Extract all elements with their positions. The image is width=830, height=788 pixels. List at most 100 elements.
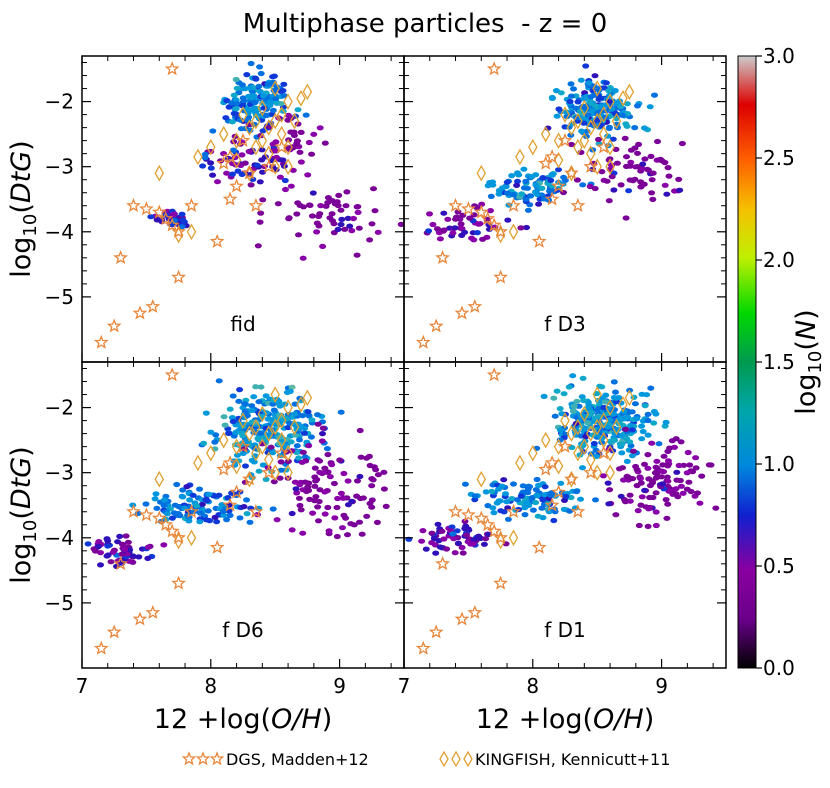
hexbin-cell <box>436 236 444 242</box>
hexbin-cell <box>284 112 292 118</box>
x-axis-label-right: 12 +log(O/H) <box>476 704 654 735</box>
hexbin-cell <box>214 179 221 185</box>
colorbar: 0.0 0.5 1.0 1.5 2.0 2.5 3.0 log10(N) <box>737 44 826 680</box>
hexbin-cell <box>238 82 246 88</box>
legend-item-dgs: DGS, Madden+12 <box>181 750 369 769</box>
hexbin-cell <box>617 182 625 188</box>
kingfish-diamond-marker <box>276 412 287 429</box>
hexbin-cell <box>297 159 305 165</box>
legend-star-markers <box>181 751 225 766</box>
kingfish-diamond-marker <box>624 83 635 101</box>
hexbin-cell <box>508 173 516 179</box>
panel-label: f D3 <box>544 312 586 336</box>
kingfish-diamond-marker <box>618 396 628 413</box>
kingfish-diamond-marker <box>193 454 203 472</box>
hexbin-cell <box>301 430 308 436</box>
hexbin-cell <box>340 512 348 519</box>
hexbin-cell <box>569 408 577 414</box>
colorbar-gradient <box>737 55 757 669</box>
dgs-star-marker <box>435 250 450 265</box>
hexbin-cell <box>238 171 246 177</box>
hexbin-cell <box>310 131 318 137</box>
kingfish-diamond-marker <box>586 119 596 136</box>
kingfish-diamond-marker <box>218 125 229 143</box>
hexbin-cell <box>603 178 611 184</box>
y-tick-label: −3 <box>45 461 74 485</box>
dgs-star-marker <box>428 624 444 639</box>
hexbin-cell <box>179 494 187 500</box>
hexbin-cell <box>264 416 272 422</box>
hexbin-cell <box>652 522 660 529</box>
hexbin-cell <box>664 448 672 454</box>
hexbin-cell <box>639 161 647 167</box>
hexbin-cell <box>269 506 277 512</box>
hexbin-cell <box>651 470 659 476</box>
kingfish-diamond-marker <box>154 164 165 182</box>
hexbin-cell <box>241 401 249 407</box>
hexbin-cell <box>262 112 270 118</box>
hexbin-cell <box>567 494 575 501</box>
hexbin-cell <box>631 401 639 407</box>
hexbin-cell <box>504 516 512 522</box>
hexbin-cell <box>243 510 251 517</box>
hexbin-cell <box>529 507 537 513</box>
hexbin-cell <box>565 384 573 390</box>
hexbin-cell <box>588 108 596 114</box>
hexbin-cell <box>219 508 227 514</box>
hexbin-cell <box>363 455 371 461</box>
hexbin-cell <box>277 467 285 473</box>
hexbin-cell <box>173 481 181 488</box>
hexbin-cell <box>288 384 296 390</box>
hexbin-cell <box>545 509 553 515</box>
hexbin-cell <box>550 395 558 401</box>
hexbin-cell <box>625 188 633 194</box>
dgs-star-marker <box>538 461 554 476</box>
hexbin-cell <box>623 435 631 442</box>
hexbin-cell <box>258 157 266 163</box>
dgs-star-marker <box>241 471 257 486</box>
dgs-star-marker <box>480 516 496 532</box>
hexbin-cell <box>153 505 161 511</box>
panel-3: −5 −4 −3 −2 7 8 9 f D6 <box>45 361 405 698</box>
kingfish-diamond-marker <box>206 138 216 156</box>
kingfish-diamond-marker <box>605 158 615 175</box>
hexbin-cell <box>316 211 324 217</box>
hexbin-cell <box>567 81 575 87</box>
hexbin-cell <box>301 425 308 432</box>
hexbin-cell <box>344 215 352 221</box>
kingfish-diamond-marker <box>573 112 583 130</box>
hexbin-cell <box>550 517 558 524</box>
hexbin-cell <box>104 543 112 549</box>
hexbin-cell <box>186 497 194 503</box>
hexbin-cell <box>250 105 258 111</box>
hexbin-cell <box>109 549 117 555</box>
hexbin-cell <box>523 224 530 231</box>
dgs-star-marker <box>570 503 586 519</box>
hexbin-cell <box>634 103 641 109</box>
hexbin-cell <box>577 77 585 83</box>
kingfish-diamond-marker <box>270 386 280 403</box>
dgs-star-marker <box>113 250 128 265</box>
hexbin-cell <box>632 463 640 470</box>
hexbin-cell <box>555 106 563 112</box>
hexbin-cell <box>484 183 492 189</box>
hexbin-cell <box>679 490 687 496</box>
kingfish-diamond-marker <box>186 223 197 241</box>
hexbin-cell <box>652 490 660 496</box>
hexbin-cell <box>556 406 564 412</box>
hexbin-cell <box>661 159 669 166</box>
colorbar-ticks: 0.0 0.5 1.0 1.5 2.0 2.5 3.0 <box>756 44 795 680</box>
hexbin-cell <box>382 503 390 509</box>
hexbin-cell <box>641 487 649 493</box>
kingfish-diamond-marker <box>611 112 622 130</box>
kingfish-diamond-marker <box>605 464 615 481</box>
hexbin-cell <box>287 439 295 445</box>
colorbar-tick-label: 1.5 <box>763 350 795 374</box>
hexbin-cell <box>256 219 264 225</box>
hexbin-cell <box>510 481 517 487</box>
hexbin-cell <box>225 430 233 436</box>
dgs-star-marker <box>216 155 232 170</box>
hexbin-cell <box>540 393 548 399</box>
hexbin-cell <box>239 433 247 439</box>
hexbin-cell <box>610 379 618 385</box>
